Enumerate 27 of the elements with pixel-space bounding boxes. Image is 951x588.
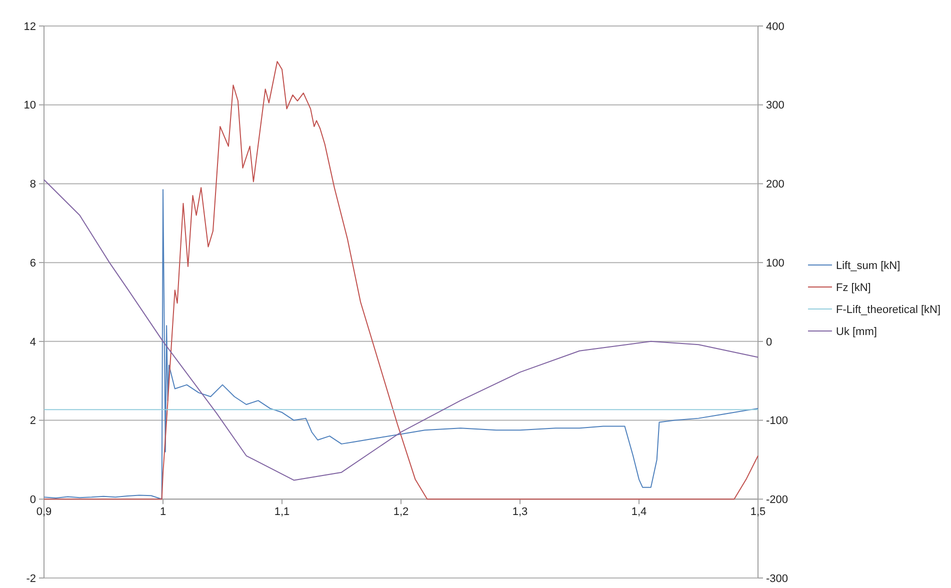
y2-tick-label: -300 xyxy=(766,572,788,585)
y2-tick-label: 300 xyxy=(766,100,784,112)
y2-tick-label: 400 xyxy=(766,20,784,33)
y-tick-label: 2 xyxy=(30,415,36,428)
x-tick-label: 0,9 xyxy=(36,506,52,518)
x-tick-label: 1,2 xyxy=(393,506,409,518)
legend-label: Lift_sum [kN] xyxy=(836,260,900,272)
x-tick-label: 1,5 xyxy=(750,506,766,518)
y2-tick-label: 200 xyxy=(766,178,784,191)
legend-label: F-Lift_theoretical [kN] xyxy=(836,304,941,316)
y-tick-label: 12 xyxy=(24,20,36,33)
y2-tick-label: 0 xyxy=(766,336,772,348)
x-tick-label: 1,4 xyxy=(631,506,647,518)
legend-label: Uk [mm] xyxy=(836,326,877,338)
y-tick-label: 0 xyxy=(30,494,36,506)
y-tick-label: -2 xyxy=(26,572,36,585)
x-tick-label: 1 xyxy=(160,506,166,518)
x-tick-label: 1,1 xyxy=(274,506,290,518)
y-tick-label: 10 xyxy=(24,100,36,112)
legend-label: Fz [kN] xyxy=(836,282,871,294)
x-tick-label: 1,3 xyxy=(512,506,528,518)
y-tick-label: 6 xyxy=(30,257,36,270)
y2-tick-label: -200 xyxy=(766,494,788,506)
y-tick-label: 8 xyxy=(30,178,36,191)
y-tick-label: 4 xyxy=(30,336,36,348)
y2-tick-label: 100 xyxy=(766,257,784,270)
y2-tick-label: -100 xyxy=(766,415,788,428)
